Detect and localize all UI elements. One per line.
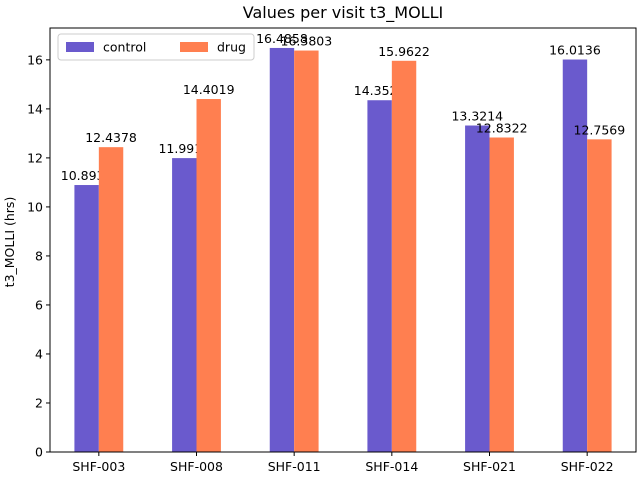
x-tick-label: SHF-022 [561, 459, 614, 474]
bar-drug-shf-003 [98, 147, 124, 452]
bar-drug-shf-021 [489, 137, 514, 453]
y-tick-label: 14 [27, 101, 43, 116]
y-tick-label: 0 [35, 445, 43, 460]
bar-control-shf-021 [465, 125, 490, 452]
x-tick-label: SHF-003 [72, 459, 125, 474]
data-label: 16.3803 [281, 34, 333, 49]
data-label: 12.8322 [476, 120, 528, 135]
bar-drug-shf-008 [196, 99, 221, 453]
y-tick-label: 12 [27, 150, 43, 165]
data-label: 16.4858 [256, 31, 308, 46]
y-tick-label: 2 [35, 395, 43, 410]
x-tick-label: SHF-021 [463, 459, 516, 474]
y-tick-label: 16 [27, 52, 43, 67]
bar-control-shf-008 [172, 158, 197, 452]
bar-control-shf-014 [367, 100, 392, 452]
y-axis-label: t3_MOLLI (hrs) [2, 197, 17, 288]
y-tick-label: 4 [35, 346, 43, 361]
data-label: 12.7569 [574, 122, 626, 137]
chart-title: Values per visit t3_MOLLI [243, 3, 443, 23]
bar-drug-shf-011 [294, 50, 319, 453]
data-label: 14.4019 [183, 82, 235, 97]
legend-label-control: control [103, 40, 146, 55]
data-label: 15.9622 [378, 44, 430, 59]
bar-control-shf-003 [74, 185, 99, 452]
data-label: 12.4378 [85, 130, 137, 145]
y-tick-label: 10 [27, 199, 43, 214]
bar-control-shf-022 [562, 59, 588, 452]
plot-frame [49, 27, 637, 453]
x-tick-label: SHF-008 [170, 459, 223, 474]
data-label: 13.3214 [451, 109, 503, 124]
legend-box [57, 33, 255, 61]
plot-area: 0246810121416SHF-00310.893112.4378SHF-00… [27, 31, 625, 474]
y-tick-label: 8 [35, 248, 43, 263]
bar-control-shf-011 [269, 47, 295, 453]
bar-drug-shf-014 [391, 60, 417, 453]
legend-swatch-drug [180, 42, 208, 52]
legend: control drug [57, 33, 255, 61]
legend-label-drug: drug [217, 40, 246, 55]
x-tick-label: SHF-011 [268, 459, 321, 474]
bar-drug-shf-022 [587, 139, 612, 452]
legend-swatch-control [66, 42, 94, 52]
y-tick-label: 6 [35, 297, 43, 312]
data-label: 16.0136 [549, 43, 601, 58]
x-tick-label: SHF-014 [365, 459, 418, 474]
